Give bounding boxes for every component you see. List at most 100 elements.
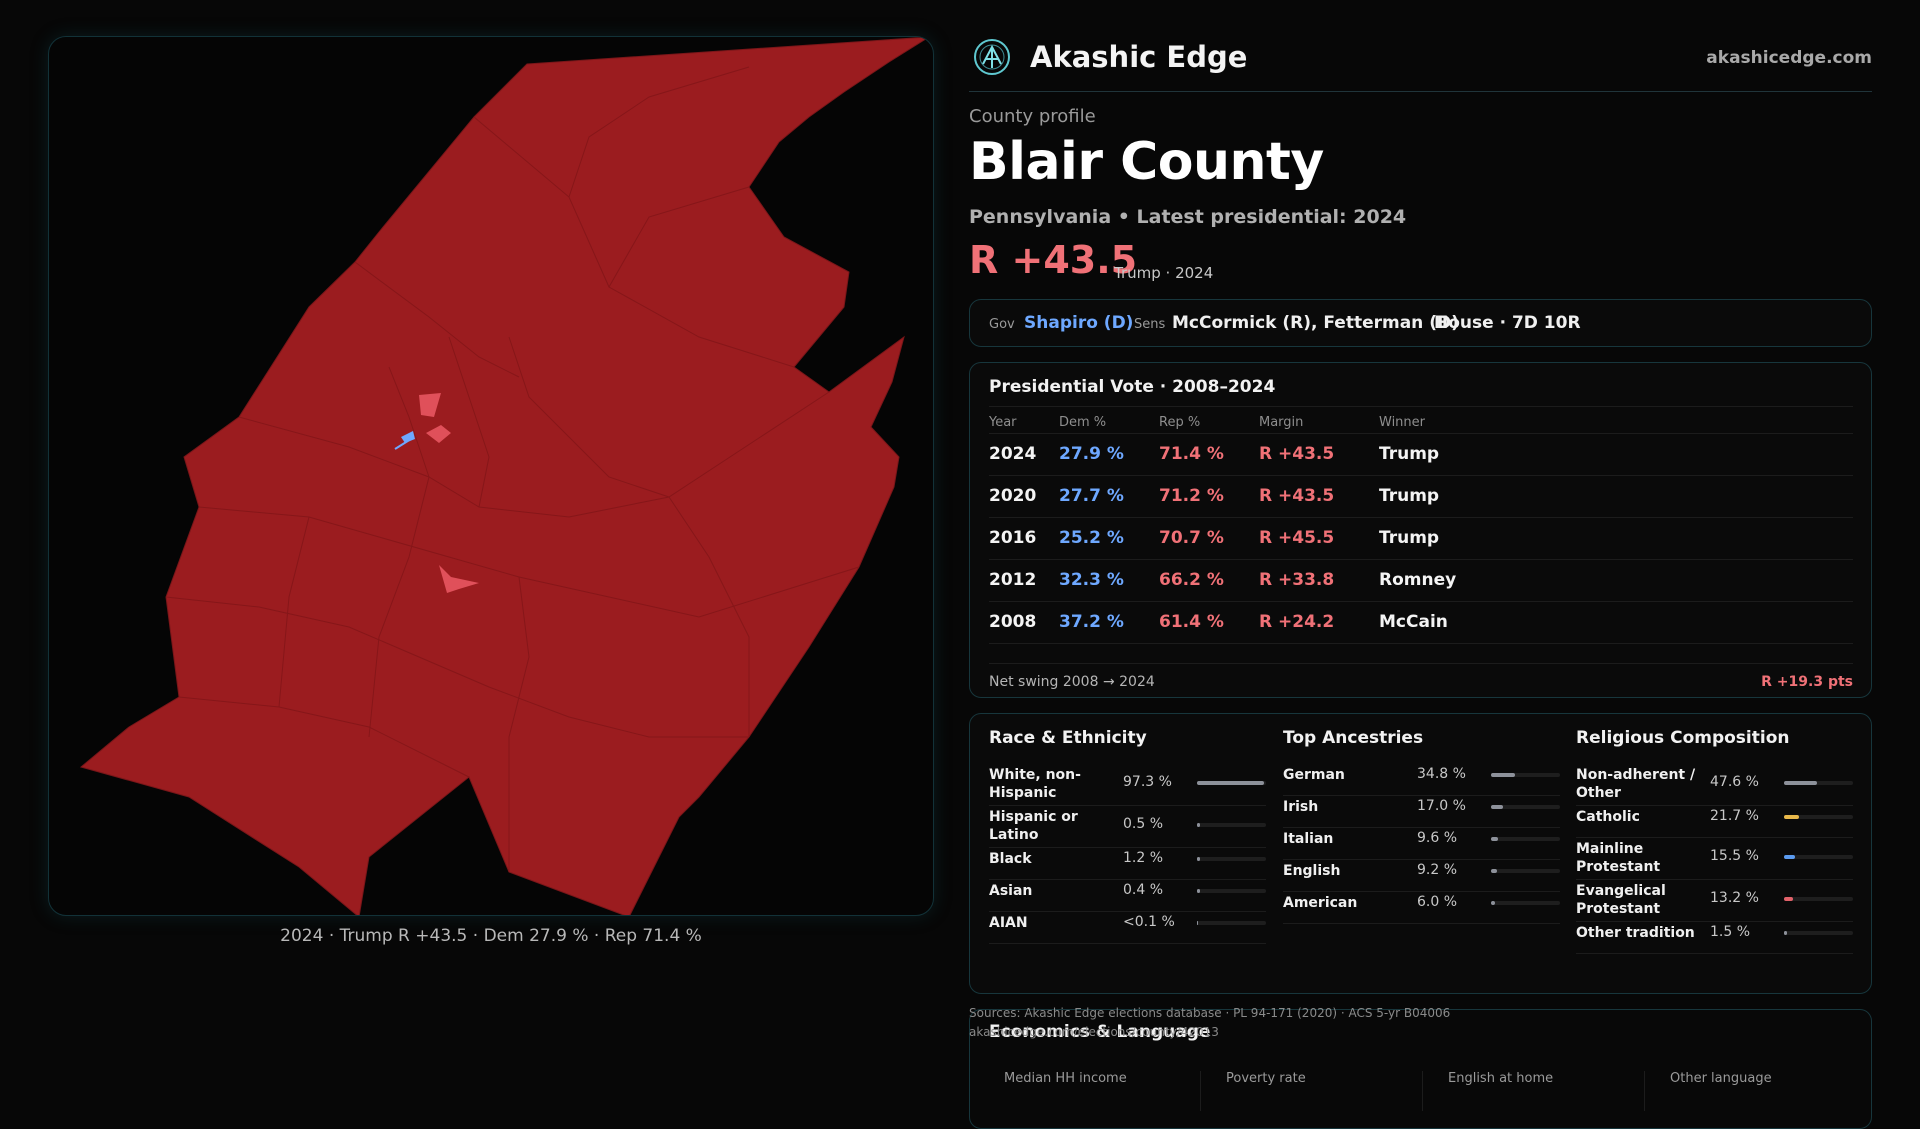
akashic-logo-icon <box>974 39 1010 75</box>
religion-bar <box>1784 815 1853 819</box>
ancestry-bar <box>1491 773 1560 777</box>
ancestry-bar-fill <box>1491 837 1498 841</box>
row-rep-pct: 71.2 % <box>1159 486 1224 506</box>
governor-name[interactable]: Shapiro (D) <box>1024 313 1134 333</box>
presidential-row: 2008 37.2 % 61.4 % R +24.2 McCain <box>989 602 1853 644</box>
ancestry-bar <box>1491 901 1560 905</box>
brand-name: Akashic Edge <box>1030 40 1248 74</box>
race-row: Black 1.2 % <box>989 848 1266 880</box>
presidential-row: 2024 27.9 % 71.4 % R +43.5 Trump <box>989 434 1853 476</box>
row-rep-pct: 70.7 % <box>1159 528 1224 548</box>
race-bar-fill <box>1197 857 1200 861</box>
precinct-rep-light-c <box>439 565 479 593</box>
net-swing-row: Net swing 2008 → 2024 R +19.3 pts <box>989 663 1853 690</box>
race-label: White, non-Hispanic <box>989 767 1081 801</box>
row-margin: R +43.5 <box>1259 444 1335 464</box>
presidential-row: 2020 27.7 % 71.2 % R +43.5 Trump <box>989 476 1853 518</box>
ancestry-row: American 6.0 % <box>1283 892 1560 924</box>
col-dem: Dem % <box>1059 415 1107 430</box>
religion-bar <box>1784 897 1853 901</box>
ancestry-bar <box>1491 805 1560 809</box>
sources-note: Sources: Akashic Edge elections database… <box>969 1004 1450 1042</box>
sources-url[interactable]: akashicedge.com/elections/county/42013 <box>969 1025 1219 1039</box>
row-dem-pct: 32.3 % <box>1059 570 1124 590</box>
religion-label: Mainline Protestant <box>1576 841 1661 875</box>
race-bar <box>1197 823 1266 827</box>
race-row: AIAN <0.1 % <box>989 912 1266 944</box>
col-rep: Rep % <box>1159 415 1201 430</box>
row-winner: Trump <box>1379 444 1440 464</box>
race-label: AIAN <box>989 915 1028 931</box>
net-swing-label: Net swing 2008 → 2024 <box>989 674 1155 690</box>
precinct-dem <box>401 431 415 443</box>
row-winner: McCain <box>1379 612 1448 632</box>
ancestry-title: Top Ancestries <box>1283 728 1424 748</box>
demographics-card: Race & Ethnicity White, non-Hispanic 97.3… <box>969 713 1872 994</box>
ancestry-label: German <box>1283 767 1345 783</box>
race-value: 1.2 % <box>1123 850 1164 866</box>
county-subtitle: Pennsylvania • Latest presidential: 2024 <box>969 206 1407 228</box>
row-margin: R +43.5 <box>1259 486 1335 506</box>
race-value: 0.4 % <box>1123 882 1164 898</box>
race-value: <0.1 % <box>1123 914 1175 930</box>
county-shape <box>79 37 930 915</box>
map-caption: 2024 · Trump R +43.5 · Dem 27.9 % · Rep … <box>280 926 702 946</box>
ancestry-row: English 9.2 % <box>1283 860 1560 892</box>
religion-row: Evangelical Protestant 13.2 % <box>1576 880 1853 922</box>
ancestry-section: Top Ancestries German 34.8 % Irish 17.0 % It… <box>1283 714 1563 995</box>
religion-bar-fill <box>1784 897 1794 901</box>
ancestry-row: Irish 17.0 % <box>1283 796 1560 828</box>
race-label: Asian <box>989 883 1033 899</box>
religion-bar-fill <box>1784 855 1795 859</box>
race-bar-fill <box>1197 823 1200 827</box>
presidential-vote-card: Presidential Vote · 2008–2024 Year Dem %… <box>969 362 1872 698</box>
county-map[interactable] <box>48 36 934 916</box>
ancestry-value: 34.8 % <box>1417 766 1466 782</box>
county-map-svg[interactable] <box>49 37 934 916</box>
row-dem-pct: 37.2 % <box>1059 612 1124 632</box>
profile-eyebrow: County profile <box>969 106 1096 127</box>
row-rep-pct: 61.4 % <box>1159 612 1224 632</box>
ancestry-bar-fill <box>1491 869 1498 873</box>
econ-divider <box>1200 1071 1201 1111</box>
ancestry-value: 9.2 % <box>1417 862 1458 878</box>
econ-col-income: Median HH income <box>1004 1071 1127 1086</box>
ancestry-bar-fill <box>1491 773 1515 777</box>
race-row: Asian 0.4 % <box>989 880 1266 912</box>
row-year: 2008 <box>989 612 1037 632</box>
ancestry-bar <box>1491 837 1560 841</box>
row-winner: Trump <box>1379 486 1440 506</box>
precinct-rep-light-b <box>426 425 451 443</box>
race-bar <box>1197 781 1266 785</box>
econ-col-other-language: Other language <box>1670 1071 1772 1086</box>
row-winner: Trump <box>1379 528 1440 548</box>
race-label: Black <box>989 851 1032 867</box>
race-row: Hispanic or Latino 0.5 % <box>989 806 1266 848</box>
net-swing-value: R +19.3 pts <box>1761 674 1853 690</box>
gov-label: Gov <box>989 317 1015 332</box>
religion-bar <box>1784 931 1853 935</box>
religion-value: 47.6 % <box>1710 774 1759 790</box>
race-ethnicity-section: Race & Ethnicity White, non-Hispanic 97.3… <box>989 714 1269 995</box>
row-year: 2024 <box>989 444 1037 464</box>
ancestry-label: Italian <box>1283 831 1334 847</box>
religion-bar-fill <box>1784 815 1799 819</box>
county-title: Blair County <box>969 132 1324 192</box>
religion-label: Other tradition <box>1576 925 1695 941</box>
officials-bar: Gov Shapiro (D) Sens McCormick (R), Fett… <box>969 299 1872 347</box>
row-dem-pct: 27.7 % <box>1059 486 1124 506</box>
ancestry-bar-fill <box>1491 901 1496 905</box>
presidential-row: 2012 32.3 % 66.2 % R +33.8 Romney <box>989 560 1853 602</box>
row-margin: R +33.8 <box>1259 570 1335 590</box>
brand-url[interactable]: akashicedge.com <box>1706 48 1872 68</box>
precinct-dem-sliver <box>394 438 412 450</box>
row-margin: R +45.5 <box>1259 528 1335 548</box>
ancestry-bar <box>1491 869 1560 873</box>
religion-row: Catholic 21.7 % <box>1576 806 1853 838</box>
religion-bar <box>1784 781 1853 785</box>
religion-label: Catholic <box>1576 809 1640 825</box>
econ-divider <box>1644 1071 1645 1111</box>
religion-section: Religious Composition Non-adherent / Oth… <box>1576 714 1856 995</box>
race-bar-fill <box>1197 921 1198 925</box>
municipal-boundaries <box>165 66 860 872</box>
